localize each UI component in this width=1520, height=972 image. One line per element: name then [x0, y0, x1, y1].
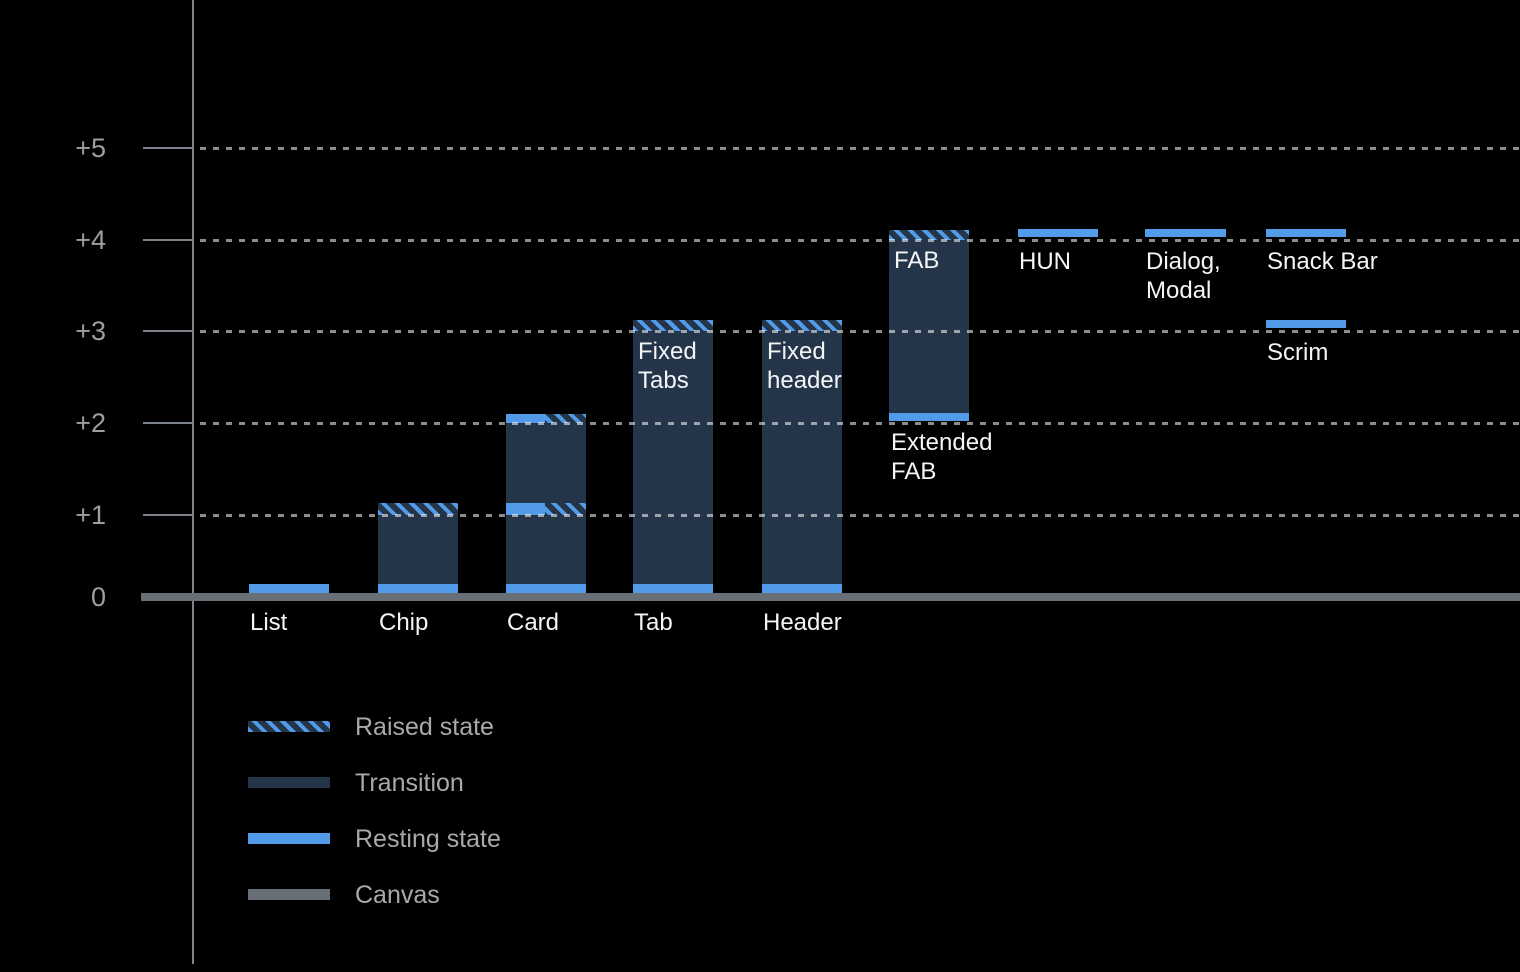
gridline-+1 — [200, 514, 1520, 517]
bar-tab-resting — [633, 584, 713, 593]
label-scrim-line: Scrim — [1267, 339, 1329, 366]
bar-chip-resting — [378, 584, 458, 593]
bar-card-split — [506, 503, 586, 515]
label-fab-line: FAB — [894, 247, 940, 274]
bar-card-split — [506, 413, 586, 423]
legend-label-resting: Resting state — [355, 825, 501, 853]
label-tab-line: Tab — [634, 609, 673, 636]
y-tick-label: +5 — [75, 133, 106, 163]
bar-card-resting — [506, 584, 586, 593]
label-header-line: Fixed — [767, 338, 826, 365]
bar-hun-resting — [1018, 228, 1098, 238]
bar-tab-transition — [633, 331, 713, 585]
bar-card-resting-half — [506, 503, 546, 515]
legend-label-canvas: Canvas — [355, 881, 440, 909]
bar-dialog-modal-resting — [1145, 228, 1226, 238]
y-tick-label: +3 — [75, 316, 106, 346]
label-hun-line: HUN — [1019, 248, 1071, 275]
y-tick-label: +1 — [75, 500, 106, 530]
gridline-+3 — [200, 330, 1520, 333]
y-axis-tick — [143, 147, 193, 149]
bar-fab-transition — [889, 240, 969, 413]
label-header-line: header — [767, 367, 842, 394]
label-header-line: Header — [763, 609, 842, 636]
y-tick-label: +4 — [75, 225, 106, 255]
gridline-+4 — [200, 239, 1520, 242]
canvas-baseline — [141, 593, 1520, 601]
label-chip-line: Chip — [379, 609, 429, 636]
label-fab-line: FAB — [891, 458, 937, 485]
legend-swatch-canvas — [248, 889, 330, 900]
bar-scrim-resting — [1266, 320, 1346, 329]
bar-chip-raised — [378, 503, 458, 515]
label-tab-line: Fixed — [638, 338, 697, 365]
bar-card-resting-half — [506, 413, 546, 423]
y-axis-tick — [143, 330, 193, 332]
label-dialog-modal-line: Dialog, — [1146, 248, 1221, 275]
y-tick-label: 0 — [90, 582, 106, 612]
bar-header-raised — [762, 320, 842, 331]
legend-label-transition: Transition — [355, 769, 464, 797]
bar-card-transition — [506, 423, 586, 504]
legend-label-raised: Raised state — [355, 713, 494, 741]
y-tick-label: +2 — [75, 408, 106, 438]
bar-tab-raised — [633, 320, 713, 331]
bar-header-resting — [762, 584, 842, 593]
y-axis-tick — [143, 514, 193, 516]
legend-swatch-transition — [248, 777, 330, 788]
bar-header-transition — [762, 331, 842, 585]
label-snack-bar-line: Snack Bar — [1267, 248, 1378, 275]
label-list-line: List — [250, 609, 288, 636]
bar-snack-bar-resting — [1266, 228, 1346, 238]
label-card-line: Card — [507, 609, 560, 636]
gridline-+5 — [200, 147, 1520, 150]
legend-swatch-raised — [248, 721, 330, 732]
y-axis-tick — [143, 422, 193, 424]
legend-swatch-resting — [248, 833, 330, 844]
label-tab-line: Tabs — [638, 367, 689, 394]
y-axis-line — [192, 0, 194, 964]
bar-chip-transition — [378, 515, 458, 585]
bar-list-resting — [249, 584, 329, 593]
bar-card-transition — [506, 515, 586, 585]
gridline-+2 — [200, 422, 1520, 425]
bar-fab-resting — [889, 412, 969, 422]
label-dialog-modal-line: Modal — [1146, 277, 1212, 304]
bar-fab-raised — [889, 229, 969, 240]
label-fab-line: Extended — [891, 429, 993, 456]
y-axis-tick — [143, 239, 193, 241]
